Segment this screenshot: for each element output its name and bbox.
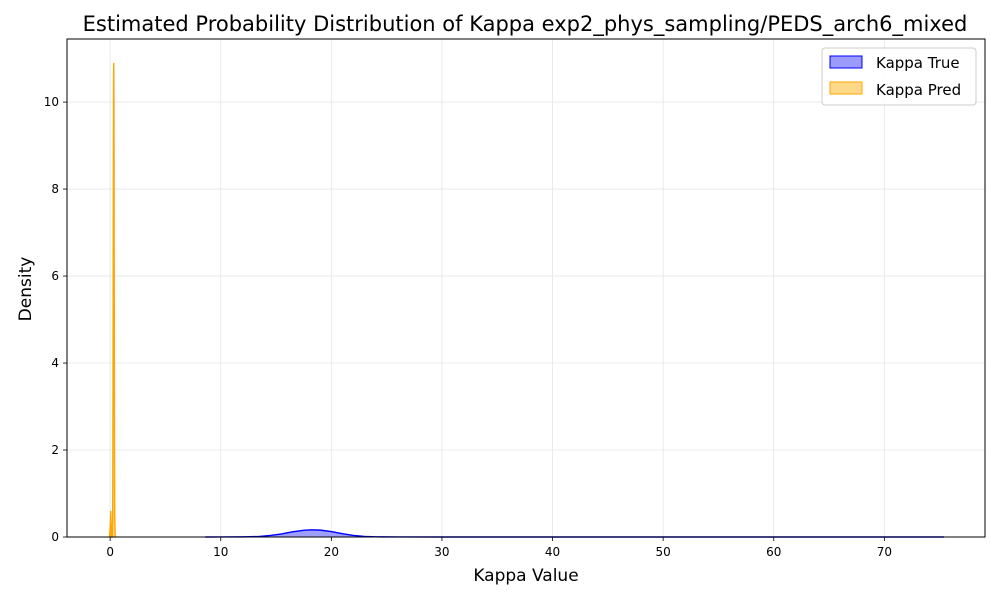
grid-lines (67, 39, 985, 538)
y-axis-label: Density (16, 257, 36, 322)
y-tick-label: 6 (51, 269, 59, 283)
series-layer (108, 62, 945, 538)
axis-ticks: 0 10 20 30 40 50 60 70 0 2 4 6 8 10 (44, 95, 892, 559)
y-tick-label: 4 (51, 356, 59, 370)
plot-frame (66, 38, 986, 538)
x-tick-label: 20 (324, 545, 339, 559)
series-area-kappa-true (205, 529, 945, 537)
y-tick-label: 2 (51, 443, 59, 457)
x-tick-label: 50 (656, 545, 671, 559)
x-tick-label: 30 (434, 545, 449, 559)
y-tick-label: 8 (51, 182, 59, 196)
series-line-kappa-pred (108, 62, 117, 538)
x-tick-label: 0 (106, 545, 114, 559)
legend-label-kappa-pred: Kappa Pred (876, 81, 961, 99)
y-tick-label: 10 (44, 95, 59, 109)
x-axis-label: Kappa Value (473, 566, 578, 586)
legend-label-kappa-true: Kappa True (876, 54, 960, 72)
x-tick-label: 40 (545, 545, 560, 559)
legend[interactable]: Kappa True Kappa Pred (821, 47, 977, 106)
x-tick-label: 10 (213, 545, 228, 559)
chart-title: Estimated Probability Distribution of Ka… (83, 12, 968, 37)
legend-swatch-kappa-true (829, 55, 863, 69)
x-tick-label: 70 (877, 545, 892, 559)
x-tick-label: 60 (766, 545, 781, 559)
legend-swatch-kappa-pred (829, 81, 863, 95)
y-tick-label: 0 (51, 530, 59, 544)
